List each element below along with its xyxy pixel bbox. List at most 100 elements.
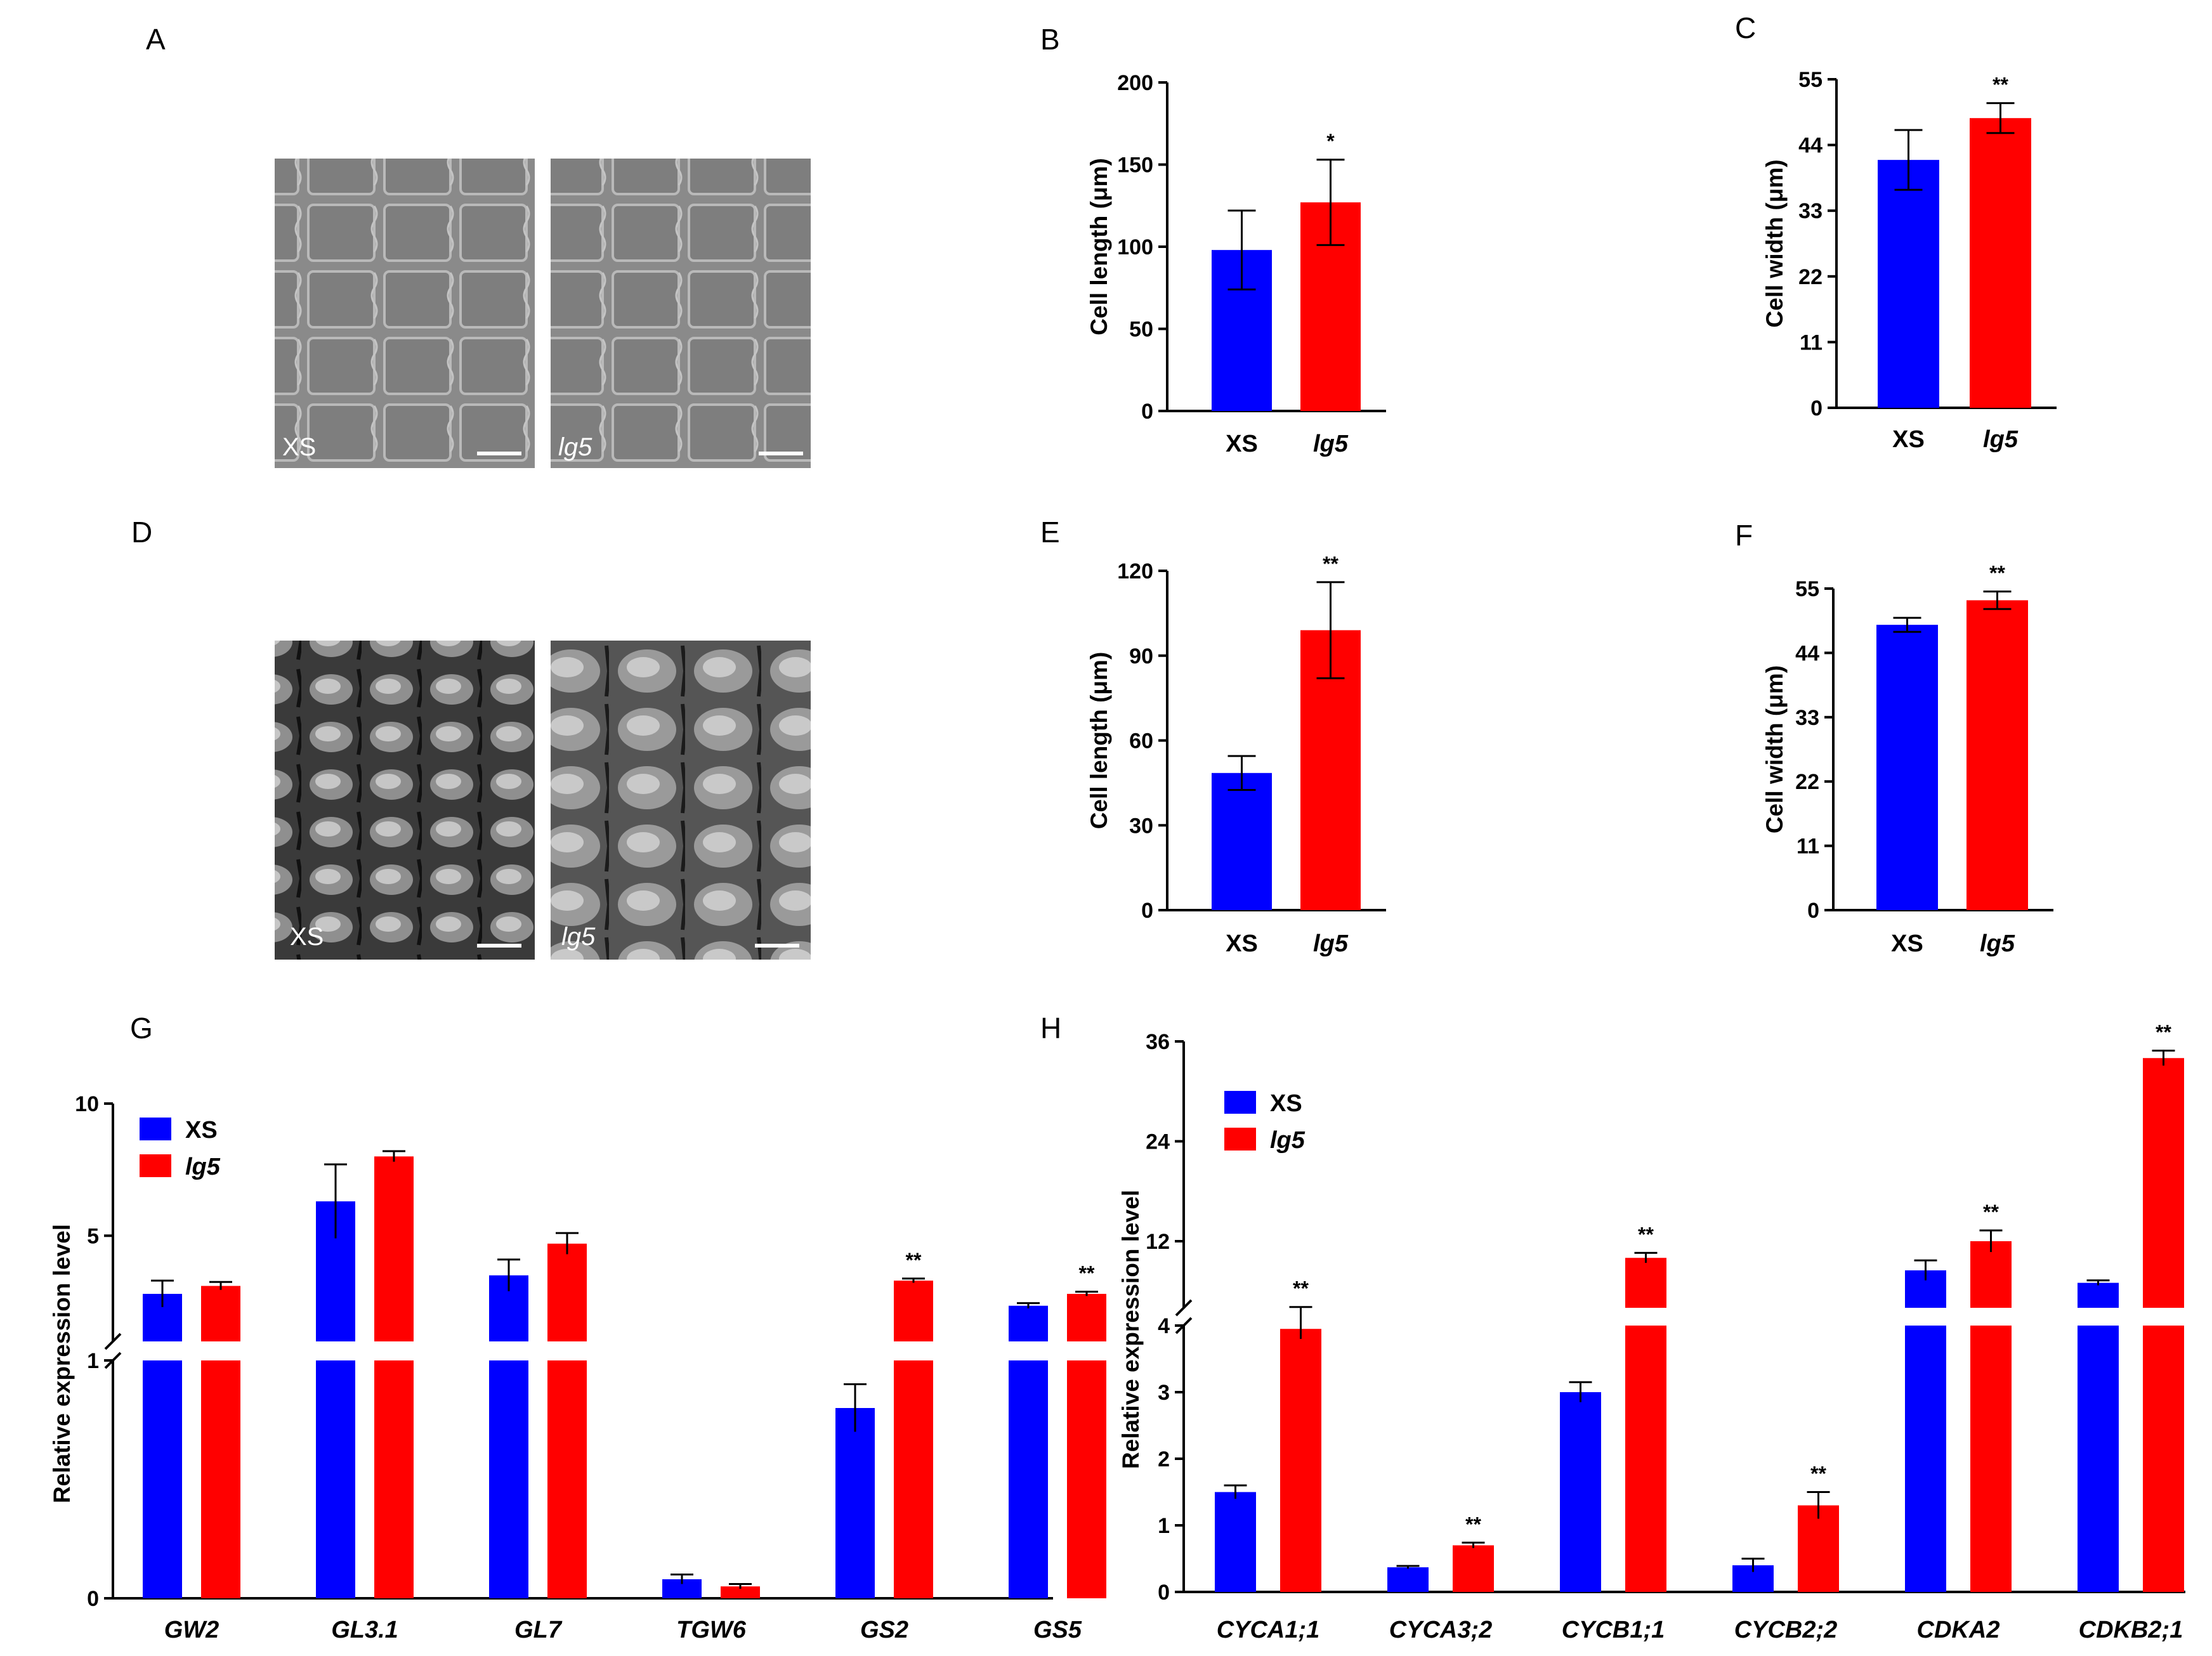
y-tick-label: 24 [1146, 1130, 1170, 1154]
y-axis-label: Cell length (μm) [1086, 652, 1112, 830]
bar-xs [1560, 1392, 1601, 1592]
y-axis-label: Relative expression level [49, 1224, 75, 1503]
y-tick-label: 1 [1158, 1514, 1170, 1538]
y-tick-label: 2 [1158, 1447, 1170, 1471]
category-label: GL7 [514, 1617, 563, 1643]
panel-a: A XS lg5 [146, 23, 811, 468]
bar-break-gap [1007, 1341, 1049, 1360]
category-label: GS2 [860, 1617, 908, 1643]
category-label: CYCA3;2 [1389, 1617, 1493, 1643]
panel-letter: A [146, 23, 166, 56]
y-axis-label: Cell length (μm) [1086, 158, 1112, 336]
image-label-xs: XS [290, 923, 324, 951]
bar-lg5 [547, 1243, 587, 1598]
bar-lg5 [894, 1281, 933, 1598]
panel-letter: G [130, 1012, 153, 1045]
y-tick-label: 0 [1158, 1581, 1170, 1605]
image-label-xs: XS [282, 433, 316, 461]
y-tick-label: 55 [1798, 68, 1823, 92]
bar-xs [2078, 1282, 2119, 1592]
bar-xs [143, 1294, 182, 1598]
y-tick-label: 36 [1146, 1030, 1170, 1054]
y-tick-label: 22 [1795, 770, 1819, 794]
category-label: lg5 [1313, 930, 1349, 957]
bar-xs [1215, 1492, 1256, 1592]
bar-xs [1876, 625, 1938, 910]
panel-letter: B [1040, 23, 1060, 56]
category-label: GW2 [164, 1617, 219, 1643]
image-label-lg5: lg5 [561, 923, 596, 951]
legend-label: lg5 [185, 1154, 221, 1180]
y-tick-label: 30 [1129, 814, 1153, 838]
bar-xs [835, 1408, 875, 1598]
bar-xs [1212, 773, 1272, 910]
panel-letter: D [131, 516, 152, 549]
chart-f: F 0 11 22 33 44 55 XS ** lg5 Cell width (μm) [1735, 519, 2053, 957]
y-tick-label: 22 [1798, 265, 1823, 289]
y-tick-label: 44 [1795, 641, 1819, 665]
category-label: TGW6 [676, 1617, 747, 1643]
category-label: XS [1226, 431, 1258, 457]
significance-mark: ** [1638, 1223, 1654, 1246]
bar-lg5 [201, 1286, 240, 1598]
category-label: lg5 [1313, 431, 1349, 457]
y-tick-label: 100 [1117, 235, 1153, 259]
category-label: CDKA2 [1917, 1617, 2000, 1643]
category-label: GL3.1 [331, 1617, 398, 1643]
y-tick-label: 0 [1141, 400, 1153, 424]
bar-break-gap [315, 1341, 357, 1360]
scale-bar [759, 452, 803, 455]
micrograph-lg5 [551, 641, 811, 960]
y-tick-label: 0 [1807, 899, 1819, 923]
significance-mark: ** [1465, 1513, 1481, 1535]
significance-mark: ** [906, 1249, 922, 1272]
bar-break-gap [2076, 1308, 2120, 1326]
y-axis-label: Cell width (μm) [1762, 665, 1788, 833]
category-label: CYCB2;2 [1734, 1617, 1838, 1643]
y-tick-label: 150 [1117, 153, 1153, 178]
y-axis-label: Cell width (μm) [1762, 159, 1788, 327]
legend-label: XS [1270, 1090, 1302, 1117]
y-tick-label: 3 [1158, 1381, 1170, 1405]
bar-break-gap [373, 1341, 415, 1360]
panel-letter: F [1735, 519, 1753, 552]
legend-swatch [1224, 1128, 1256, 1151]
panel-letter: C [1735, 11, 1756, 44]
legend-swatch [1224, 1091, 1256, 1114]
axis-break-mark [104, 1333, 122, 1350]
significance-mark: * [1326, 130, 1335, 153]
axis-break-mark [1175, 1299, 1193, 1317]
panel-letter: H [1040, 1012, 1061, 1045]
bar-break-gap [141, 1341, 183, 1360]
chart-e: E 0 30 60 90 120 XS ** lg5 Cell length (μm) [1040, 516, 1386, 957]
category-label: lg5 [1980, 930, 2015, 957]
bar-break-gap [893, 1341, 934, 1360]
y-tick-label: 60 [1129, 729, 1153, 753]
bar-lg5 [1967, 600, 2028, 910]
significance-mark: ** [1810, 1463, 1826, 1485]
significance-mark: ** [1079, 1262, 1095, 1285]
significance-mark: ** [1983, 1201, 1999, 1223]
y-tick-label: 11 [1796, 835, 1819, 859]
bar-lg5 [1970, 1241, 2012, 1592]
legend-label: lg5 [1270, 1127, 1306, 1154]
y-tick-label: 11 [1800, 330, 1823, 355]
scale-bar [477, 944, 521, 948]
bar-break-gap [2142, 1308, 2185, 1326]
y-tick-label: 1 [87, 1349, 99, 1373]
category-label: GS5 [1033, 1617, 1082, 1643]
legend-swatch [140, 1118, 171, 1140]
y-tick-label: 0 [87, 1587, 99, 1611]
panel-d: D XS lg5 [131, 516, 811, 960]
y-tick-label: 0 [1141, 899, 1153, 923]
bar-xs [316, 1201, 355, 1598]
panel-letter: E [1040, 516, 1060, 549]
y-tick-label: 4 [1158, 1314, 1170, 1338]
legend-swatch [140, 1154, 171, 1177]
bar-break-gap [1066, 1341, 1108, 1360]
y-tick-label: 12 [1146, 1230, 1170, 1254]
y-tick-label: 33 [1795, 706, 1819, 730]
bar-lg5 [721, 1586, 760, 1598]
